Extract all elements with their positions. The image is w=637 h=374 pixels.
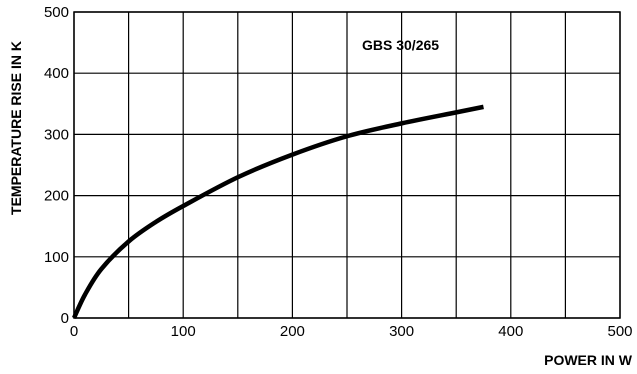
x-tick-label: 100 <box>171 323 196 340</box>
series-layer <box>71 104 484 319</box>
y-tick-label: 500 <box>44 4 69 21</box>
x-tick-label: 400 <box>498 323 523 340</box>
x-tick-label: 200 <box>280 323 305 340</box>
y-tick-label: 100 <box>44 249 69 266</box>
y-tick-label: 300 <box>44 126 69 143</box>
x-tick-label: 300 <box>389 323 414 340</box>
y-axis-title: TEMPERATURE RISE IN K <box>8 41 24 215</box>
y-tick-label: 400 <box>44 65 69 82</box>
grid <box>73 11 621 319</box>
plot-frame <box>73 11 621 319</box>
series-annotation: GBS 30/265 <box>362 37 439 53</box>
series-line <box>71 104 484 319</box>
y-tick-label: 0 <box>61 310 69 327</box>
x-tick-label: 0 <box>70 323 78 340</box>
tick-labels: 0 100 200 300 400 500 0 100 200 300 400 500 <box>44 4 633 340</box>
x-tick-label: 500 <box>607 323 632 340</box>
y-tick-label: 200 <box>44 188 69 205</box>
x-axis-title: POWER IN W <box>544 352 633 368</box>
